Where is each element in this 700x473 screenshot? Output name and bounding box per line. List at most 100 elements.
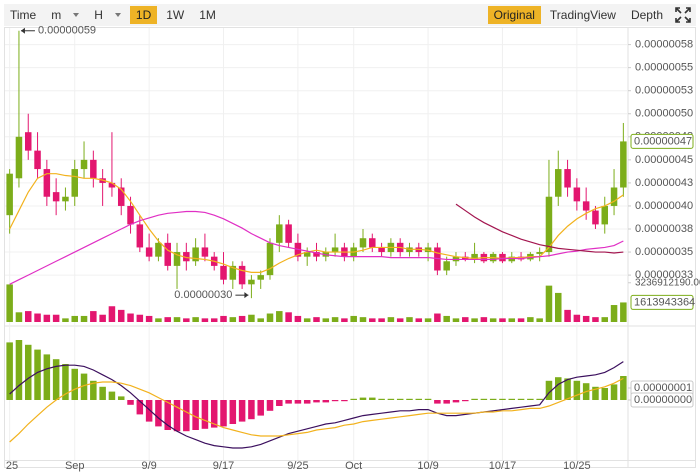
candle-body <box>592 210 599 225</box>
value-box-label: 0.00000000 <box>634 394 692 406</box>
macd-bar <box>573 380 581 400</box>
value-box: 0.00000000 <box>630 392 694 408</box>
volume-bar <box>471 318 478 322</box>
candle-body <box>145 247 153 257</box>
fullscreen-icon[interactable] <box>674 6 692 24</box>
volume-bar <box>620 302 627 322</box>
volume-bar <box>610 305 618 322</box>
toolbar-button[interactable]: H <box>88 6 127 24</box>
macd-bar <box>34 349 41 400</box>
candle-body <box>108 182 116 188</box>
macd-bar <box>517 398 525 400</box>
volume-bar <box>396 318 404 322</box>
volume-bar <box>573 314 581 322</box>
x-tick-label: 25 <box>6 460 18 472</box>
candle-body <box>71 169 78 197</box>
macd-bar <box>80 373 88 400</box>
toolbar-button[interactable]: 1W <box>160 6 190 24</box>
volume-bar <box>555 292 562 322</box>
volume-bar <box>359 317 367 322</box>
volume-bar <box>350 315 357 322</box>
indicator-line <box>9 173 624 273</box>
macd-bar <box>285 400 292 404</box>
macd-bar <box>350 398 357 400</box>
value-box-label: 0.00000047 <box>634 135 692 147</box>
volume-bar <box>517 318 525 322</box>
volume-bar <box>43 314 51 322</box>
macd-bar <box>415 398 423 400</box>
candle-body <box>257 275 264 280</box>
candle-body <box>183 252 190 262</box>
macd-bar <box>480 398 488 400</box>
candle-body <box>620 141 627 188</box>
volume-bar <box>173 317 181 322</box>
volume-bar <box>415 318 423 322</box>
candle-body <box>378 247 385 253</box>
toolbar-button[interactable]: Depth <box>625 6 669 24</box>
candle-body <box>573 187 581 202</box>
volume-bar <box>536 318 543 322</box>
candle-body <box>601 205 609 225</box>
volume-bar <box>201 318 209 322</box>
button-label: Original <box>493 8 535 22</box>
volume-bar <box>564 309 571 322</box>
macd-bar <box>620 376 627 400</box>
candle-body <box>173 252 181 266</box>
volume-bar <box>24 311 32 322</box>
toolbar-button[interactable]: Original <box>487 6 541 24</box>
volume-bar <box>424 318 432 322</box>
candle-body <box>90 159 97 179</box>
y-tick-label: 0.00000040 <box>635 200 693 212</box>
button-label: m <box>51 8 62 22</box>
button-label: 1D <box>135 8 152 22</box>
candle-body <box>34 150 41 170</box>
volume-bar <box>210 318 218 322</box>
indicator-line <box>9 210 624 285</box>
volume-bar <box>443 315 450 322</box>
volume-bar <box>248 314 255 322</box>
volume-bar <box>164 317 171 322</box>
macd-bar <box>536 398 543 400</box>
dropdown-arrow <box>73 13 80 17</box>
macd-bar <box>508 398 516 400</box>
y-tick-label: 0.00000053 <box>635 85 693 97</box>
macd-bar <box>331 400 339 402</box>
min-annotation: 0.00000030 <box>174 289 232 301</box>
volume-bar <box>406 317 413 322</box>
volume-bar <box>462 317 469 322</box>
annotation-arrowhead <box>244 292 249 299</box>
macd-bar <box>564 378 571 400</box>
toolbar-button[interactable]: Time <box>4 6 42 24</box>
value-box-label: 0.00000001 <box>634 382 692 394</box>
macd-bar <box>406 398 413 400</box>
value-box: 0.00000047 <box>630 133 694 149</box>
macd-bar <box>201 400 209 429</box>
candle-body <box>582 201 590 211</box>
candle-body <box>564 169 571 188</box>
macd-bar <box>127 400 134 405</box>
toolbar-button[interactable]: TradingView <box>544 6 622 24</box>
macd-bar <box>341 400 348 402</box>
candle-body <box>62 196 69 202</box>
macd-bar <box>303 400 311 404</box>
volume-bar <box>489 318 497 322</box>
candle-body <box>117 187 125 206</box>
volume-bar <box>387 317 395 322</box>
toolbar-button[interactable]: m <box>45 6 85 24</box>
volume-bar <box>331 317 339 322</box>
volume-bar <box>592 317 599 322</box>
volume-bar <box>508 318 516 322</box>
toolbar-button[interactable]: 1D <box>129 6 158 24</box>
volume-bar <box>183 318 190 322</box>
value-box-frame <box>630 392 694 408</box>
volume-bar <box>62 318 69 322</box>
macd-bar <box>396 398 404 400</box>
macd-bar <box>6 342 13 400</box>
macd-bar <box>164 400 171 430</box>
volume-bar <box>99 314 106 322</box>
x-tick-label: 10/17 <box>489 460 517 472</box>
macd-bar <box>229 400 237 424</box>
candle-body <box>313 252 320 257</box>
y-tick-label: 0.00000038 <box>635 223 693 235</box>
toolbar-button[interactable]: 1M <box>193 6 222 24</box>
